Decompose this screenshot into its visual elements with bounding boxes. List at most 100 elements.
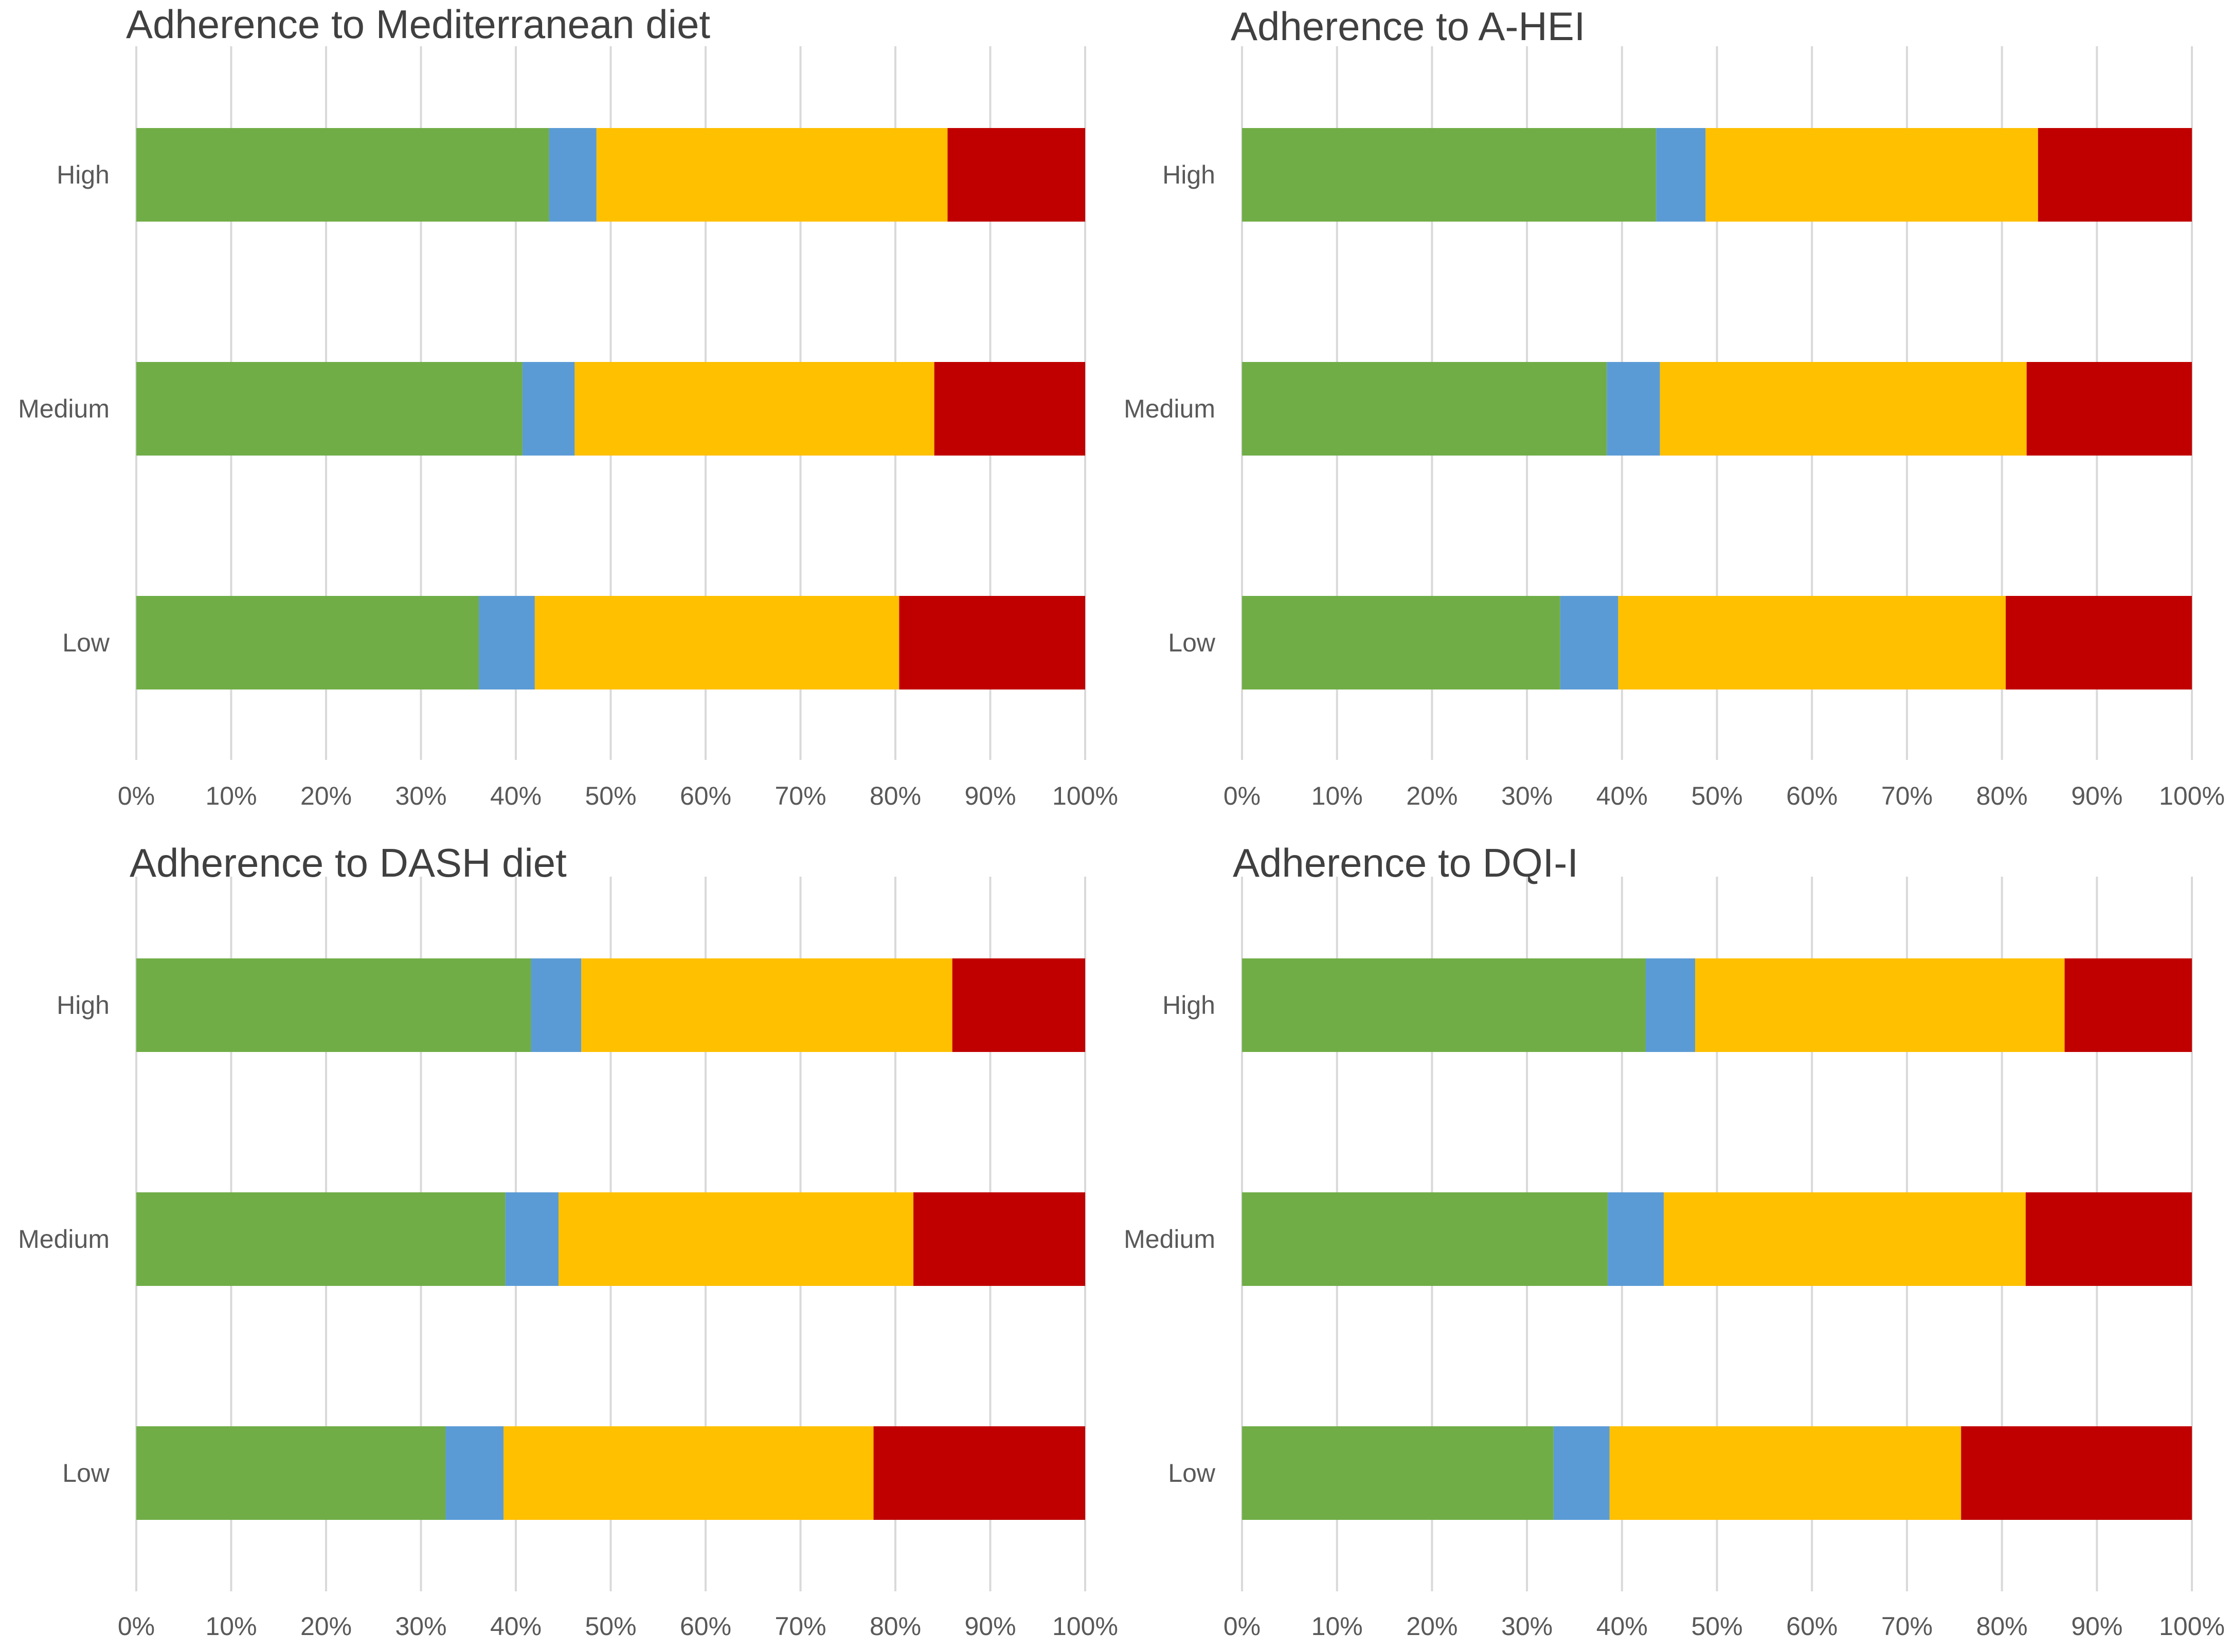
panel-dash: Adherence to DASH diet High Medium Low 0% 10… bbox=[18, 840, 1118, 1641]
x-tick-label: 20% bbox=[1406, 782, 1458, 810]
x-tick-label: 70% bbox=[1881, 1612, 1933, 1641]
bar-segment-2 bbox=[1560, 596, 1618, 689]
bar-segment-1 bbox=[136, 1426, 446, 1520]
bar-segment-1 bbox=[136, 362, 523, 456]
category-label-low: Low bbox=[1168, 1459, 1216, 1487]
x-tick-label: 30% bbox=[1501, 782, 1553, 810]
x-tick-label: 80% bbox=[1976, 782, 2028, 810]
x-tick-label: 100% bbox=[2159, 782, 2225, 810]
bar-segment-2 bbox=[1607, 362, 1660, 456]
bar-segment-4 bbox=[1961, 1426, 2192, 1520]
x-tick-label: 30% bbox=[395, 782, 446, 810]
bar-row-high bbox=[136, 958, 1085, 1052]
x-tick-label: 50% bbox=[1691, 782, 1742, 810]
bar-row-low bbox=[136, 1426, 1085, 1520]
category-label-medium: Medium bbox=[18, 1225, 110, 1254]
bar-segment-2 bbox=[1656, 128, 1706, 222]
x-tick-label: 10% bbox=[1311, 1612, 1363, 1641]
bar-segment-4 bbox=[2064, 958, 2192, 1052]
x-tick-label: 90% bbox=[2071, 782, 2122, 810]
category-label-medium: Medium bbox=[18, 394, 110, 423]
bar-segment-3 bbox=[503, 1426, 874, 1520]
bar-segment-1 bbox=[1242, 958, 1646, 1052]
bar-segment-1 bbox=[136, 958, 531, 1052]
x-tick-label: 50% bbox=[1691, 1612, 1742, 1641]
bar-row-high bbox=[1242, 128, 2192, 222]
x-tick-label: 40% bbox=[1596, 1612, 1648, 1641]
bar-segment-3 bbox=[1695, 958, 2065, 1052]
x-tick-label: 10% bbox=[1311, 782, 1363, 810]
x-tick-label: 70% bbox=[775, 782, 826, 810]
bar-row-medium bbox=[136, 1192, 1085, 1286]
bar-segment-3 bbox=[559, 1192, 914, 1286]
category-label-high: High bbox=[57, 991, 110, 1020]
bar-row-medium bbox=[136, 362, 1085, 456]
category-label-medium: Medium bbox=[1124, 1225, 1215, 1254]
bar-segment-1 bbox=[1242, 596, 1560, 689]
x-tick-label: 10% bbox=[205, 1612, 257, 1641]
x-axis-ticks: 0% 10% 20% 30% 40% 50% 60% 70% 80% 90% 100% bbox=[118, 1612, 1118, 1641]
category-label-high: High bbox=[1162, 991, 1215, 1020]
x-tick-label: 90% bbox=[964, 1612, 1016, 1641]
bar-row-high bbox=[1242, 958, 2192, 1052]
x-tick-label: 30% bbox=[395, 1612, 446, 1641]
panel-a-hei: Adherence to A-HEI High Medium Low 0% 10% 20%… bbox=[1124, 4, 2225, 810]
bar-row-medium bbox=[1242, 362, 2192, 456]
x-tick-label: 20% bbox=[300, 782, 352, 810]
bar-segment-2 bbox=[531, 958, 582, 1052]
bar-segment-1 bbox=[1242, 1192, 1608, 1286]
bar-segment-3 bbox=[1664, 1192, 2026, 1286]
x-tick-label: 60% bbox=[680, 1612, 731, 1641]
panel-title-a-hei: Adherence to A-HEI bbox=[1231, 4, 1585, 49]
x-tick-label: 20% bbox=[1406, 1612, 1458, 1641]
bar-segment-2 bbox=[1608, 1192, 1664, 1286]
bar-segment-2 bbox=[479, 596, 535, 689]
category-label-high: High bbox=[1162, 160, 1215, 189]
x-tick-label: 60% bbox=[680, 782, 731, 810]
panel-mediterranean: Adherence to Mediterranean diet High Medi… bbox=[18, 2, 1118, 810]
x-tick-label: 50% bbox=[585, 1612, 636, 1641]
bars bbox=[1242, 128, 2192, 689]
bar-segment-3 bbox=[1705, 128, 2038, 222]
bar-segment-1 bbox=[136, 1192, 506, 1286]
bar-segment-1 bbox=[1242, 128, 1657, 222]
bar-segment-2 bbox=[1645, 958, 1696, 1052]
category-label-medium: Medium bbox=[1124, 394, 1215, 423]
bar-row-high bbox=[136, 128, 1085, 222]
x-axis-ticks: 0% 10% 20% 30% 40% 50% 60% 70% 80% 90% 100% bbox=[1224, 782, 2225, 810]
x-tick-label: 80% bbox=[870, 1612, 921, 1641]
x-tick-label: 90% bbox=[964, 782, 1016, 810]
bar-segment-1 bbox=[1242, 362, 1607, 456]
bar-segment-2 bbox=[1553, 1426, 1610, 1520]
bar-segment-1 bbox=[136, 128, 549, 222]
x-tick-label: 100% bbox=[2159, 1612, 2225, 1641]
x-tick-label: 40% bbox=[490, 782, 542, 810]
x-tick-label: 70% bbox=[1881, 782, 1933, 810]
bar-segment-1 bbox=[1242, 1426, 1554, 1520]
x-tick-label: 60% bbox=[1786, 782, 1838, 810]
bars bbox=[136, 128, 1085, 689]
x-tick-label: 80% bbox=[1976, 1612, 2028, 1641]
category-label-low: Low bbox=[62, 1459, 110, 1487]
bar-segment-2 bbox=[549, 128, 597, 222]
bar-segment-3 bbox=[1609, 1426, 1962, 1520]
x-tick-label: 0% bbox=[1224, 782, 1261, 810]
category-label-low: Low bbox=[62, 628, 110, 657]
bars bbox=[136, 958, 1085, 1520]
bar-segment-3 bbox=[534, 596, 899, 689]
bar-segment-3 bbox=[1618, 596, 2006, 689]
x-axis-ticks: 0% 10% 20% 30% 40% 50% 60% 70% 80% 90% 100% bbox=[118, 782, 1118, 810]
x-axis-ticks: 0% 10% 20% 30% 40% 50% 60% 70% 80% 90% 100% bbox=[1224, 1612, 2225, 1641]
bar-segment-4 bbox=[952, 958, 1085, 1052]
bar-row-low bbox=[1242, 1426, 2192, 1520]
bar-segment-4 bbox=[873, 1426, 1085, 1520]
x-tick-label: 20% bbox=[300, 1612, 352, 1641]
x-tick-label: 60% bbox=[1786, 1612, 1838, 1641]
x-tick-label: 40% bbox=[1596, 782, 1648, 810]
x-tick-label: 10% bbox=[205, 782, 257, 810]
panel-title-mediterranean: Adherence to Mediterranean diet bbox=[126, 2, 710, 47]
panel-dqi-i: Adherence to DQI-I High Medium Low 0% 10% 20%… bbox=[1124, 840, 2225, 1641]
x-tick-label: 30% bbox=[1501, 1612, 1553, 1641]
